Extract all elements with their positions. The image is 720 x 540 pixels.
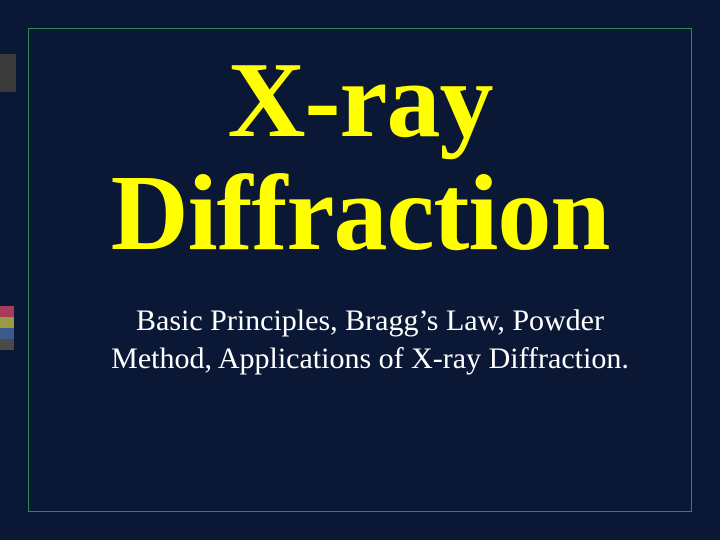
accent-bar-stack bbox=[0, 306, 14, 350]
accent-bar-large bbox=[0, 54, 16, 92]
slide-title: X-ray Diffraction bbox=[50, 44, 670, 271]
accent-bar-2 bbox=[0, 317, 14, 328]
slide-subtitle: Basic Principles, Bragg’s Law, Powder Me… bbox=[90, 302, 650, 377]
accent-bar-4 bbox=[0, 339, 14, 350]
accent-bar-3 bbox=[0, 328, 14, 339]
accent-bar-1 bbox=[0, 306, 14, 317]
slide: X-ray Diffraction Basic Principles, Brag… bbox=[0, 0, 720, 540]
